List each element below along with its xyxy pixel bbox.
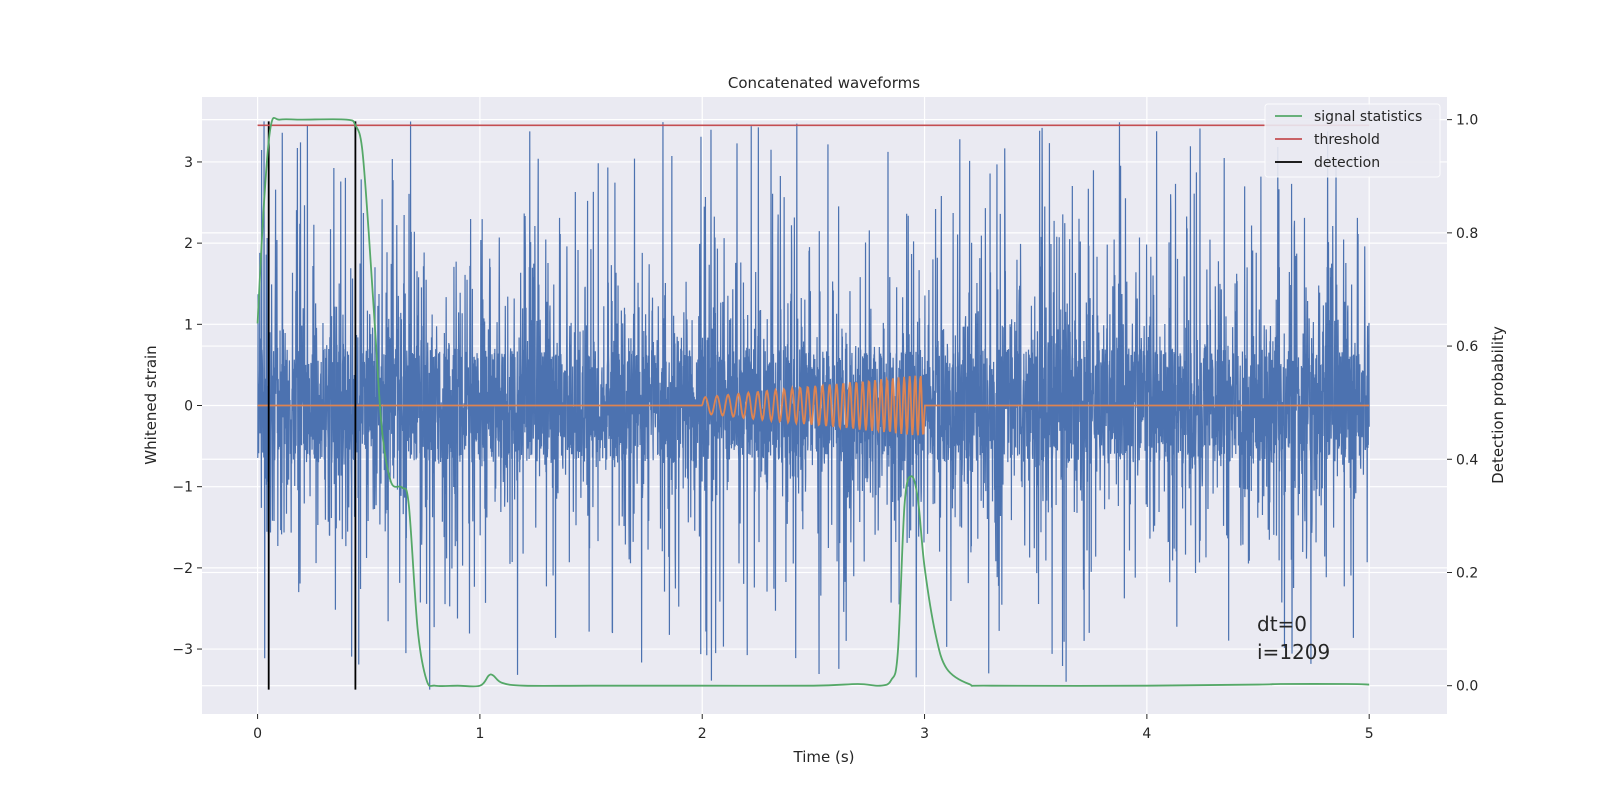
chart-title: Concatenated waveforms <box>728 74 920 92</box>
x-tick-label: 1 <box>475 726 484 742</box>
x-tick-label: 3 <box>920 726 929 742</box>
series-signal-statistics <box>256 116 1370 688</box>
x-axis: 0 1 2 3 4 5 <box>253 714 1374 742</box>
y-tick-label: 2 <box>184 236 193 252</box>
legend-label-signal-statistics: signal statistics <box>1314 109 1422 125</box>
x-axis-title: Time (s) <box>793 748 855 766</box>
legend-label-threshold: threshold <box>1314 132 1380 148</box>
y-tick-label: −2 <box>172 561 193 577</box>
y2-tick-label: 0.0 <box>1456 679 1478 695</box>
y2-tick-label: 1.0 <box>1456 113 1478 129</box>
y-axis-right: 0.0 0.2 0.4 0.6 0.8 1.0 <box>1447 113 1478 695</box>
y-tick-label: −1 <box>172 480 193 496</box>
y2-tick-label: 0.2 <box>1456 565 1478 581</box>
x-tick-label: 0 <box>253 726 262 742</box>
annotation-index: i=1209 <box>1257 640 1330 664</box>
y-tick-label: −3 <box>172 642 193 658</box>
legend: signal statistics threshold detection <box>1264 103 1441 178</box>
x-tick-label: 4 <box>1142 726 1151 742</box>
series-injection <box>257 375 1370 436</box>
y-axis-left: −3 −2 −1 0 1 2 3 <box>172 155 202 658</box>
annotation-dt: dt=0 <box>1257 612 1307 636</box>
y-tick-label: 1 <box>184 317 193 333</box>
series-layer <box>256 116 1370 690</box>
legend-label-detection: detection <box>1314 155 1380 171</box>
y-axis-title: Whitened strain <box>142 345 160 464</box>
y2-tick-label: 0.6 <box>1456 339 1478 355</box>
legend-box <box>1264 103 1441 178</box>
y-tick-label: 0 <box>184 399 193 415</box>
y2-tick-label: 0.4 <box>1456 452 1478 468</box>
x-tick-label: 2 <box>698 726 707 742</box>
y2-axis-title: Detection probability <box>1489 326 1507 484</box>
x-tick-label: 5 <box>1365 726 1374 742</box>
y-tick-label: 3 <box>184 155 193 171</box>
y2-tick-label: 0.8 <box>1456 226 1478 242</box>
annotations: dt=0 i=1209 <box>1257 612 1330 664</box>
series-strain <box>257 121 1370 690</box>
